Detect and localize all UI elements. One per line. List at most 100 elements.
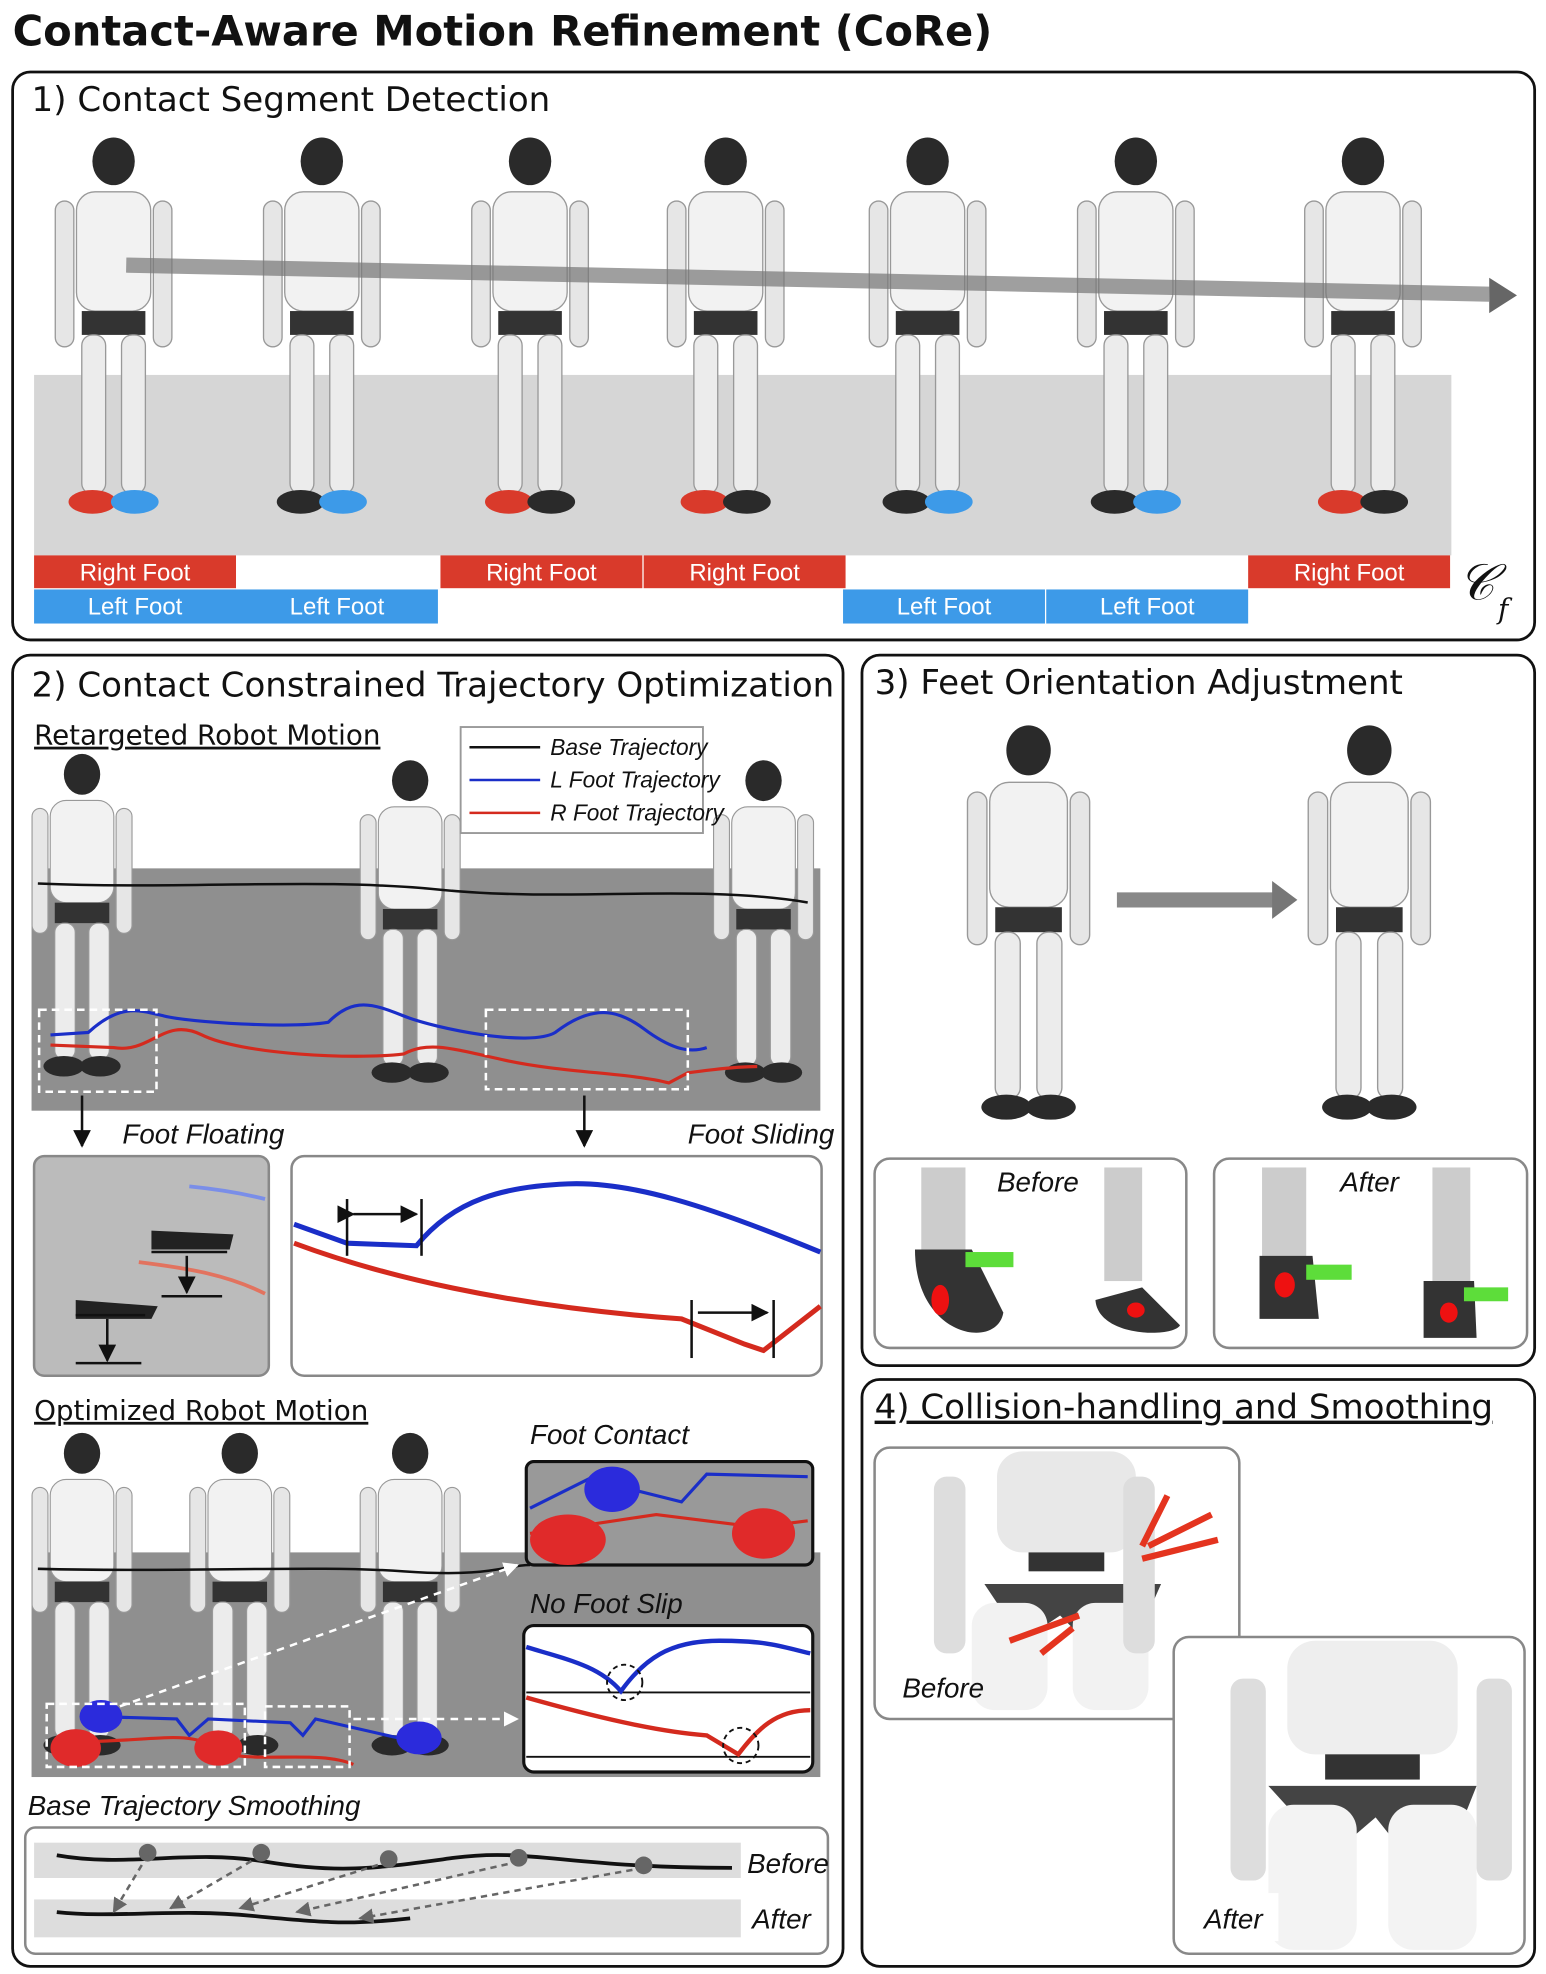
before-label: Before	[902, 1673, 984, 1704]
robot-leg	[1036, 931, 1063, 1100]
robot-head	[1114, 137, 1158, 186]
pointer	[119, 1562, 519, 1708]
highlight-circle	[722, 1726, 760, 1765]
right-foot-bar	[643, 555, 846, 589]
robot-head	[63, 1432, 101, 1474]
highlight-box	[37, 1008, 158, 1094]
right-foot-trajectory	[50, 1028, 758, 1085]
right-foot-bar	[1248, 555, 1451, 589]
robot-leg	[120, 334, 147, 495]
highlight-box	[484, 1008, 690, 1091]
robot-foot	[1366, 1094, 1417, 1120]
robot-leg	[81, 334, 107, 495]
robot-torso	[492, 191, 568, 312]
base-trajectory	[37, 882, 808, 904]
section-label: Base Trajectory Smoothing	[28, 1790, 361, 1821]
right-foot-label: Right Foot	[80, 560, 191, 587]
robot-foot	[485, 489, 533, 514]
robot-arm	[443, 1486, 461, 1613]
robot-torso	[207, 1478, 273, 1583]
result-label: No Foot Slip	[530, 1588, 683, 1619]
left-foot-bar	[843, 589, 1045, 624]
robot-head	[92, 137, 135, 186]
robot-arm	[1402, 200, 1422, 348]
left-foot-label: Left Foot	[88, 594, 183, 621]
right-foot-bar	[34, 555, 237, 589]
zoom-box	[32, 1154, 271, 1377]
left-foot-trajectory	[94, 1714, 405, 1741]
robot-foot	[1322, 1094, 1373, 1120]
robot-arm	[273, 1486, 291, 1613]
robot-head	[906, 137, 949, 186]
right-foot-label: Right Foot	[1294, 560, 1405, 587]
robot	[1307, 725, 1432, 1120]
robot-arm	[966, 200, 987, 348]
robot-arm	[31, 807, 49, 934]
robot-foot	[43, 1056, 85, 1077]
robot	[1304, 137, 1422, 514]
robot-leg	[54, 1601, 76, 1739]
robot-foot	[1360, 489, 1409, 514]
robot-foot	[276, 489, 325, 514]
robot-arm	[1069, 791, 1091, 946]
robot-arm	[1076, 200, 1097, 348]
robot-foot	[924, 489, 973, 514]
left-foot-label: Left Foot	[290, 594, 385, 621]
robot-arm	[31, 1486, 49, 1613]
left-foot-label: Left Foot	[897, 594, 992, 621]
contact-markers	[50, 1700, 442, 1767]
robot-foot	[68, 489, 117, 514]
robot-arm	[712, 814, 731, 941]
left-foot-trajectory	[525, 1638, 811, 1695]
collision-before	[933, 1451, 1219, 1711]
robot-pelvis	[290, 311, 354, 335]
left-foot-bar	[236, 589, 438, 624]
robot-leg	[1330, 334, 1356, 495]
robot-leg	[1376, 931, 1404, 1100]
robot-torso	[377, 1478, 443, 1583]
robot-head	[391, 1432, 429, 1474]
feet-after	[1259, 1167, 1509, 1338]
robot-pelvis	[995, 907, 1062, 933]
robot	[966, 725, 1091, 1120]
base-trajectory-before	[56, 1853, 732, 1871]
robot-foot	[1025, 1094, 1076, 1120]
collision-after	[1230, 1640, 1512, 1950]
robot-pelvis	[212, 1581, 268, 1603]
robot-pelvis	[54, 1581, 110, 1603]
robot-torso	[75, 191, 152, 312]
robot-torso	[889, 191, 966, 312]
robot-leg	[1335, 931, 1362, 1100]
time-arrow	[126, 257, 1490, 302]
robot-arm	[1174, 200, 1195, 348]
contact-marker	[530, 1514, 606, 1566]
robot-foot	[319, 489, 367, 514]
figure-title: Contact-Aware Motion Refinement (CoRe)	[13, 7, 993, 56]
robot-foot	[527, 489, 576, 514]
robot	[31, 753, 133, 1077]
robot-arm	[1410, 791, 1432, 946]
robot-arm	[359, 1486, 377, 1613]
section-label: Retargeted Robot Motion	[34, 719, 380, 752]
robot-pelvis	[54, 902, 110, 924]
robot-pelvis	[1331, 311, 1395, 335]
robot-arm	[966, 791, 988, 946]
robot-foot	[1133, 489, 1181, 514]
panel-title: 1) Contact Segment Detection	[32, 80, 551, 120]
robot-pelvis	[895, 311, 960, 335]
robot-leg	[289, 334, 315, 495]
robot-leg	[497, 334, 523, 495]
gap-markers	[75, 1250, 228, 1365]
robot-foot	[1317, 489, 1366, 514]
feet-before	[914, 1167, 1181, 1333]
robot-leg	[934, 334, 961, 495]
panel-title: 2) Contact Constrained Trajectory Optimi…	[32, 666, 835, 706]
robot	[471, 137, 590, 514]
robot-head	[704, 137, 747, 186]
robot-torso	[731, 806, 796, 910]
robot-leg	[769, 928, 792, 1067]
robot-pelvis	[382, 909, 438, 930]
panel-title: 4) Collision-handling and Smoothing	[875, 1388, 1493, 1428]
robot-foot	[882, 489, 931, 514]
strip	[34, 1899, 741, 1938]
